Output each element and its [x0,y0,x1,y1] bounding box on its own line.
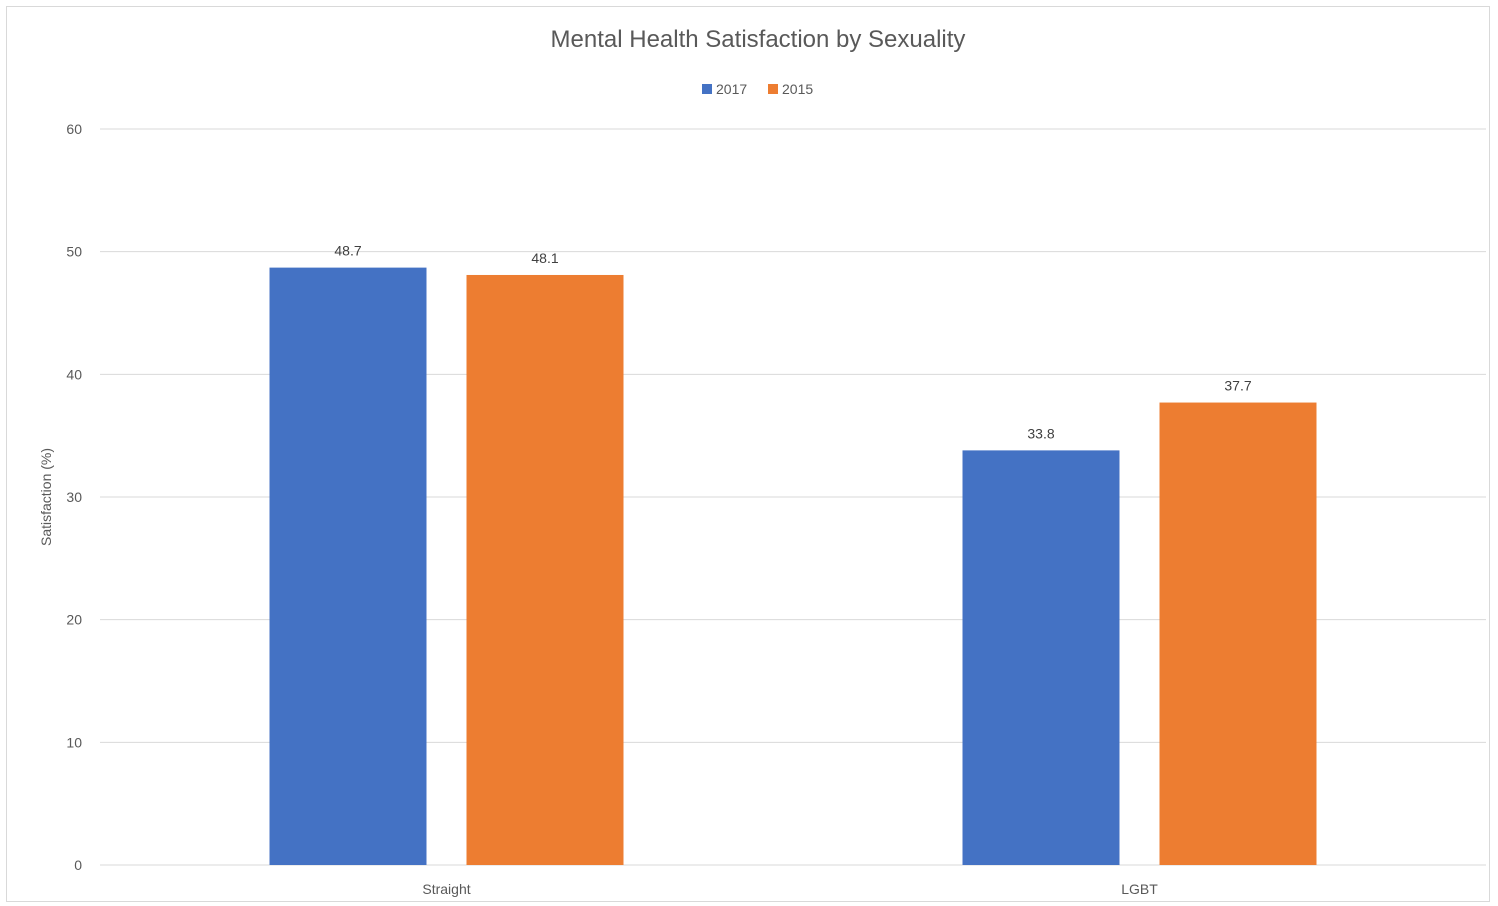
bars [269,267,1317,865]
data-label-lgbt-2015: 37.7 [1224,378,1251,394]
y-tick-label: 30 [66,489,82,505]
x-axis-categories: Straight LGBT [422,881,1158,897]
y-tick-label: 60 [66,121,82,137]
data-labels: 48.7 48.1 33.8 37.7 [334,243,1251,442]
legend-label-2015: 2015 [782,81,813,97]
y-axis-ticks: 0 10 20 30 40 50 60 [66,121,82,873]
y-tick-label: 20 [66,612,82,628]
data-label-lgbt-2017: 33.8 [1027,425,1054,441]
x-category-label: LGBT [1121,881,1158,897]
x-category-label: Straight [422,881,470,897]
chart-title: Mental Health Satisfaction by Sexuality [551,26,966,53]
data-label-straight-2015: 48.1 [531,250,558,266]
y-axis-label: Satisfaction (%) [38,448,54,546]
y-tick-label: 0 [74,857,82,873]
y-tick-label: 40 [66,366,82,382]
y-tick-label: 10 [66,734,82,750]
legend-swatch-2017 [702,84,712,94]
bar-straight-2015 [466,274,624,865]
y-tick-label: 50 [66,244,82,260]
bar-straight-2017 [269,267,427,865]
legend-label-2017: 2017 [716,81,747,97]
legend: 2017 2015 [702,81,813,97]
bar-lgbt-2017 [962,450,1120,865]
legend-swatch-2015 [768,84,778,94]
data-label-straight-2017: 48.7 [334,243,361,259]
bar-lgbt-2015 [1159,402,1317,865]
